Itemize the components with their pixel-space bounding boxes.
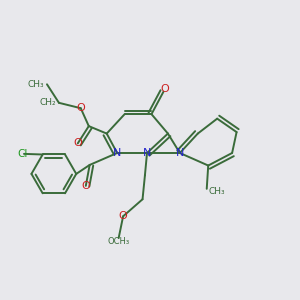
Text: Cl: Cl <box>17 149 28 159</box>
Text: O: O <box>76 103 85 113</box>
Text: N: N <box>113 148 121 158</box>
Text: O: O <box>160 84 169 94</box>
Text: CH₃: CH₃ <box>208 187 225 196</box>
Text: O: O <box>119 211 128 221</box>
Text: N: N <box>176 148 184 158</box>
Text: N: N <box>143 148 151 158</box>
Text: O: O <box>74 138 82 148</box>
Text: O: O <box>81 181 90 191</box>
Text: CH₃: CH₃ <box>27 80 44 89</box>
Text: CH₂: CH₂ <box>39 98 56 107</box>
Text: OCH₃: OCH₃ <box>108 237 130 246</box>
